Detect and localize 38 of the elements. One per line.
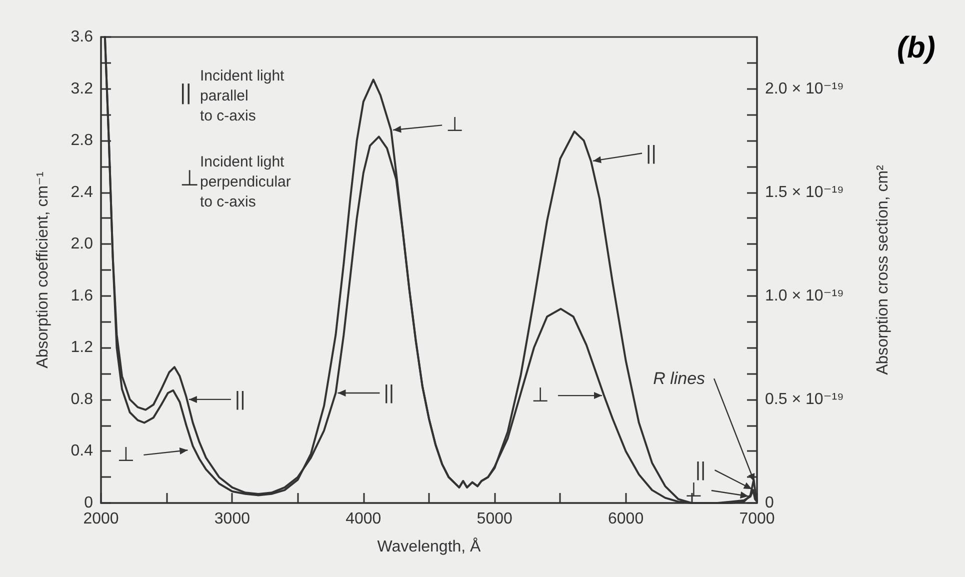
y-tick-label: 1.2 bbox=[70, 339, 94, 356]
y-tick-label: 0 bbox=[84, 494, 94, 512]
annotation: ⊥ bbox=[117, 444, 135, 466]
annotation: || bbox=[695, 459, 706, 482]
y2-tick-label: 0 bbox=[765, 494, 774, 512]
x-tick-label: 5000 bbox=[476, 510, 512, 528]
annotation: Incident light parallel to c-axis bbox=[200, 68, 286, 124]
text: (b) bbox=[897, 32, 936, 64]
annotation: ⊥ bbox=[685, 480, 702, 502]
annotation: || bbox=[234, 388, 246, 410]
annotation: Incident light perpendicular to c-axis bbox=[200, 154, 291, 210]
y2-tick-label: 2.0 × 10⁻¹⁹ bbox=[765, 80, 844, 98]
x-tick-label: 6000 bbox=[608, 510, 644, 528]
y-axis-title: Absorption coefficient, cm⁻¹ bbox=[34, 172, 52, 368]
y2-tick-label: 1.0 × 10⁻¹⁹ bbox=[765, 287, 844, 304]
y-tick-label: 2.8 bbox=[70, 132, 94, 150]
annotation: || bbox=[180, 80, 192, 104]
y2-axis-title: Absorption cross section, cm² bbox=[874, 164, 892, 375]
annotation: ⊥ bbox=[532, 384, 550, 407]
x-tick-label: 3000 bbox=[214, 510, 250, 528]
annotation: R lines bbox=[653, 369, 706, 388]
y2-tick-label: 1.5 × 10⁻¹⁹ bbox=[765, 184, 844, 201]
x-tick-label: 4000 bbox=[346, 510, 382, 528]
x-tick-label: 2000 bbox=[83, 510, 119, 528]
annotation: || bbox=[384, 382, 394, 404]
annotation: ⊥ bbox=[180, 166, 200, 190]
y2-tick-label: 0.5 × 10⁻¹⁹ bbox=[765, 390, 844, 408]
y-tick-label: 3.6 bbox=[70, 28, 94, 46]
y-tick-label: 0.8 bbox=[70, 390, 94, 408]
annotation: || bbox=[646, 142, 656, 164]
y-tick-label: 0.4 bbox=[70, 442, 94, 460]
y-tick-label: 1.6 bbox=[70, 287, 94, 304]
x-tick-label: 7000 bbox=[739, 510, 775, 528]
x-axis-title: Wavelength, Å bbox=[377, 538, 482, 556]
y-tick-label: 2.0 bbox=[70, 236, 94, 253]
y-tick-label: 2.4 bbox=[70, 184, 94, 201]
annotation: ⊥ bbox=[446, 114, 464, 136]
y-tick-label: 3.2 bbox=[70, 80, 94, 98]
